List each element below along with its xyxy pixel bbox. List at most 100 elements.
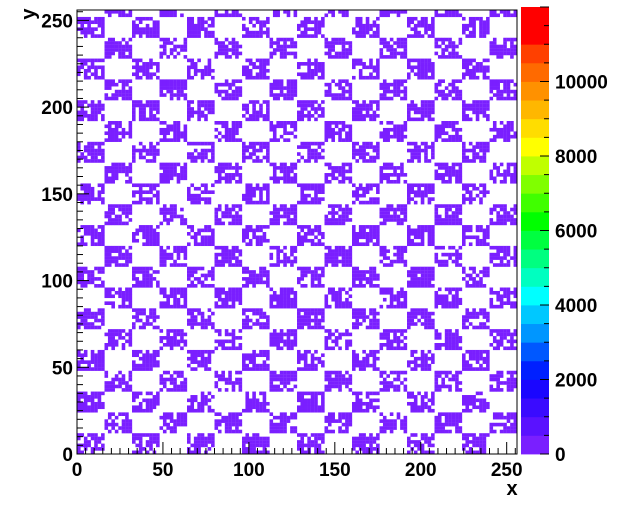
heatmap-bin	[307, 401, 311, 406]
heatmap-bin	[331, 169, 335, 174]
heatmap-bin	[321, 436, 325, 441]
heatmap-bin	[166, 124, 170, 129]
heatmap-bin	[180, 263, 184, 267]
heatmap-bin	[138, 356, 143, 361]
heatmap-bin	[152, 186, 157, 191]
heatmap-bin	[193, 395, 198, 399]
heatmap-bin	[90, 159, 95, 163]
heatmap-bin	[307, 200, 311, 205]
heatmap-bin	[190, 353, 195, 358]
heatmap-bin	[297, 443, 301, 448]
heatmap-bin	[286, 79, 291, 83]
heatmap-bin	[193, 242, 198, 247]
heatmap-bin	[145, 100, 150, 104]
heatmap-bin	[259, 114, 263, 118]
heatmap-bin	[87, 183, 91, 188]
heatmap-bin	[376, 107, 380, 111]
heatmap-bin	[162, 377, 167, 382]
heatmap-bin	[77, 193, 81, 198]
heatmap-bin	[190, 225, 195, 229]
heatmap-bin	[303, 315, 308, 319]
heatmap-bin	[317, 408, 322, 413]
heatmap-bin	[400, 370, 404, 375]
heatmap-bin	[417, 318, 421, 323]
heatmap-bin	[214, 218, 219, 222]
heatmap-bin	[190, 75, 195, 80]
heatmap-bin	[341, 301, 346, 305]
heatmap-bin	[255, 65, 260, 70]
heatmap-bin	[300, 34, 305, 38]
heatmap-cell	[77, 100, 105, 122]
heatmap-bin	[269, 384, 274, 389]
heatmap-bin	[114, 134, 119, 139]
heatmap-bin	[307, 228, 311, 233]
heatmap-bin	[121, 37, 126, 42]
heatmap-bin	[369, 450, 373, 455]
heatmap-cell	[379, 370, 408, 392]
heatmap-bin	[94, 242, 98, 247]
heatmap-bin	[180, 214, 184, 219]
heatmap-bin	[176, 127, 181, 132]
heatmap-bin	[193, 238, 198, 243]
heatmap-bin	[396, 259, 401, 264]
heatmap-bin	[152, 155, 157, 160]
heatmap-bin	[176, 93, 181, 97]
heatmap-bin	[338, 301, 342, 305]
heatmap-bin	[231, 10, 236, 14]
heatmap-bin	[224, 127, 229, 132]
heatmap-bin	[101, 20, 105, 25]
heatmap-bin	[427, 110, 432, 115]
heatmap-bin	[162, 370, 167, 375]
heatmap-bin	[183, 419, 188, 423]
heatmap-bin	[248, 242, 253, 247]
heatmap-bin	[224, 332, 229, 337]
heatmap-bin	[331, 294, 335, 299]
heatmap-bin	[372, 159, 377, 163]
heatmap-bin	[142, 280, 146, 285]
heatmap-bin	[97, 20, 102, 25]
heatmap-bin	[145, 242, 150, 247]
heatmap-bin	[314, 34, 318, 38]
heatmap-bin	[193, 155, 198, 160]
heatmap-bin	[187, 311, 191, 316]
heatmap-bin	[352, 65, 356, 70]
heatmap-bin	[118, 218, 122, 222]
heatmap-bin	[389, 259, 394, 264]
heatmap-bin	[135, 238, 140, 243]
heatmap-bin	[107, 44, 112, 49]
heatmap-bin	[107, 79, 112, 83]
heatmap-bin	[238, 93, 243, 97]
heatmap-bin	[331, 346, 335, 351]
heatmap-bin	[107, 169, 112, 174]
heatmap-cell	[132, 58, 160, 80]
heatmap-bin	[259, 235, 263, 240]
heatmap-bin	[369, 277, 373, 281]
heatmap-bin	[269, 218, 274, 222]
heatmap-bin	[352, 353, 356, 358]
heatmap-cell	[77, 141, 105, 163]
heatmap-cell	[407, 58, 435, 80]
heatmap-bin	[300, 433, 305, 437]
heatmap-bin	[389, 287, 394, 292]
heatmap-bin	[276, 256, 280, 260]
heatmap-bin	[389, 343, 394, 347]
heatmap-bin	[324, 336, 329, 340]
heatmap-bin	[317, 155, 322, 160]
heatmap-bin	[393, 336, 397, 340]
heatmap-bin	[135, 75, 140, 80]
heatmap-bin	[90, 62, 95, 66]
heatmap-bin	[255, 100, 260, 104]
heatmap-bin	[262, 349, 267, 354]
heatmap-bin	[200, 353, 205, 358]
heatmap-bin	[107, 294, 112, 299]
heatmap-bin	[259, 107, 263, 111]
heatmap-bin	[217, 374, 222, 378]
heatmap-bin	[279, 204, 284, 208]
heatmap-bin	[272, 343, 277, 347]
heatmap-bin	[310, 107, 315, 111]
heatmap-bin	[338, 290, 342, 295]
heatmap-bin	[358, 107, 363, 111]
heatmap-bin	[266, 145, 270, 149]
heatmap-bin	[94, 443, 98, 448]
heatmap-bin	[156, 65, 160, 70]
